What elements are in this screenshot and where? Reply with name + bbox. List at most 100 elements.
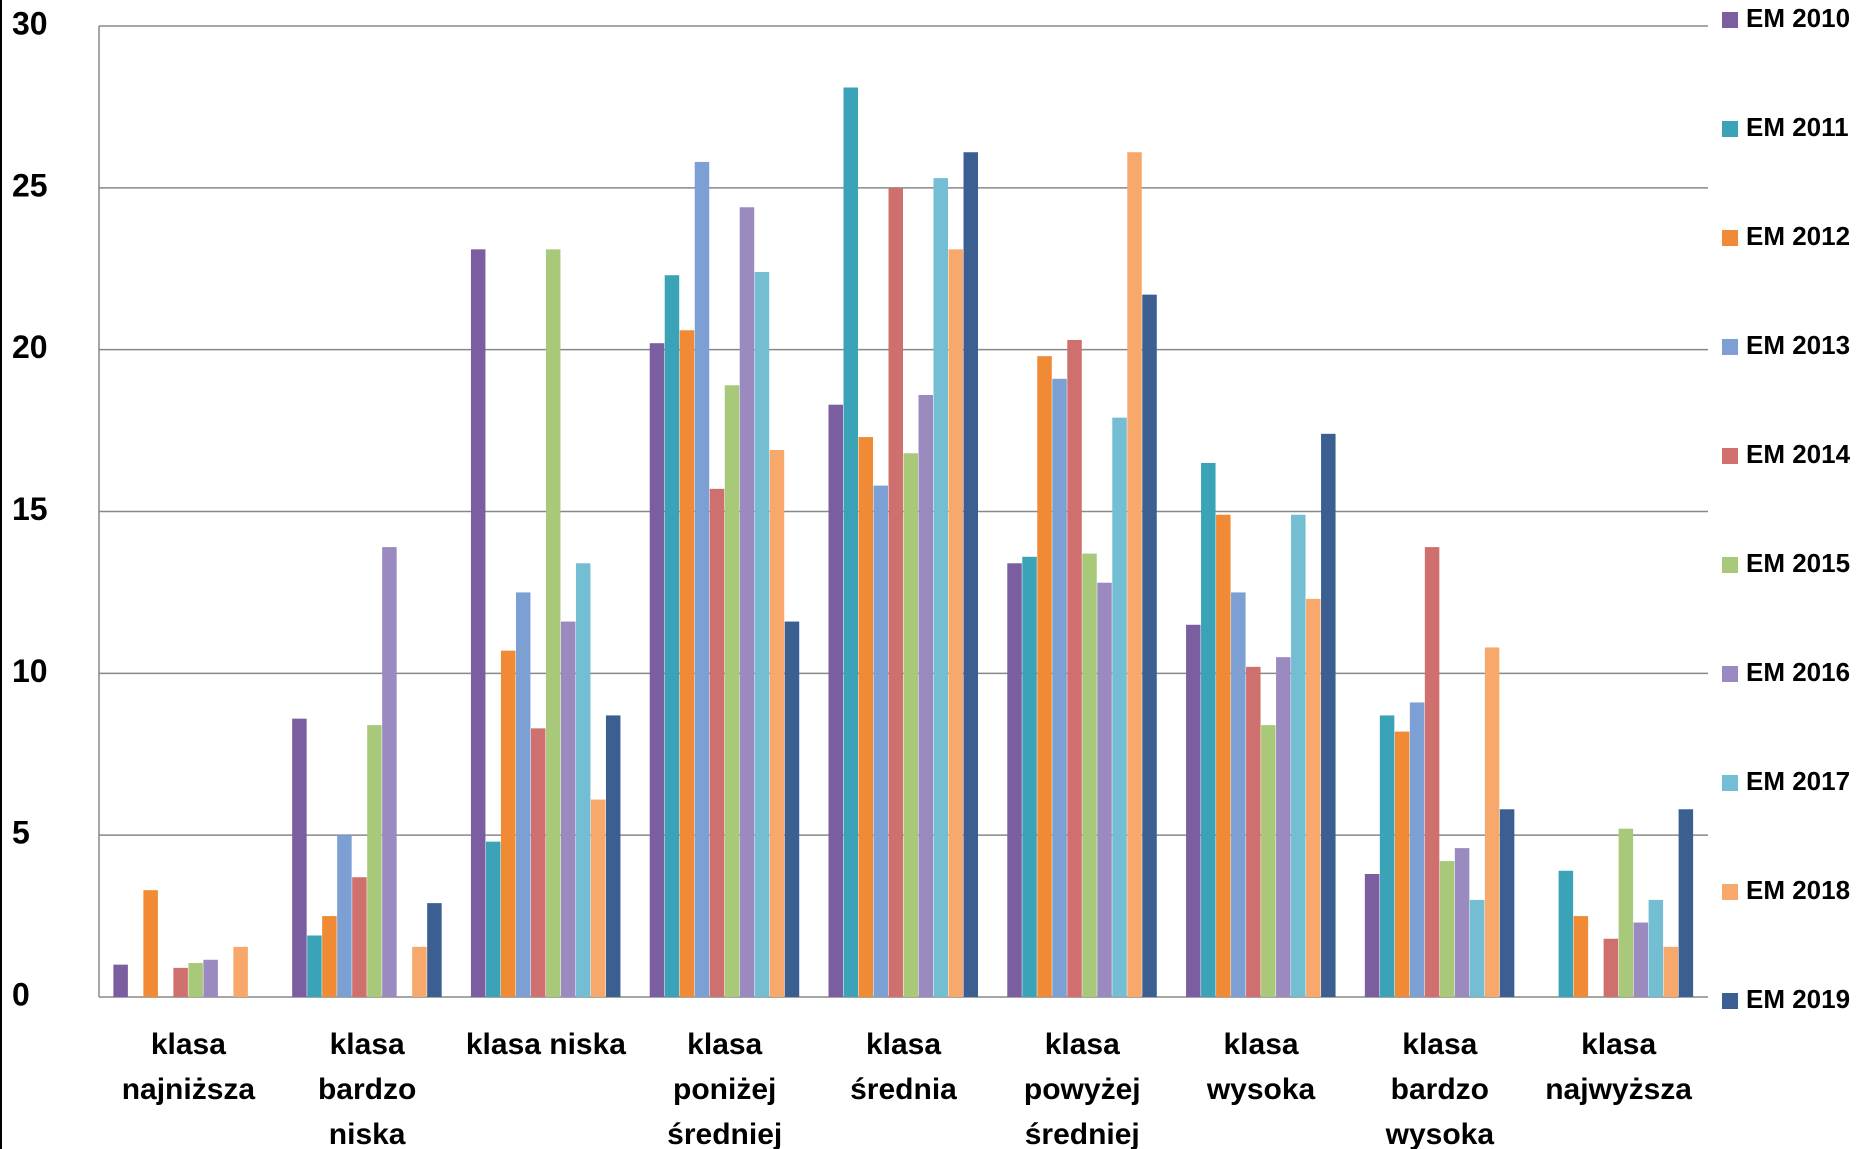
bar [1321,434,1336,997]
legend-label: EM 2015 [1746,548,1850,578]
bar [934,178,949,997]
bar [889,188,904,997]
bar [859,437,874,997]
bar [188,963,203,997]
bar [1365,874,1380,997]
bar [1679,809,1694,997]
bar [606,715,621,997]
bar [292,719,307,997]
x-tick-label: klasa bardzo wysoka [1352,1022,1527,1149]
bar [1007,563,1022,997]
bar [1067,340,1082,997]
legend-label: EM 2017 [1746,766,1850,796]
bar [1470,900,1485,997]
bar [1246,667,1261,997]
legend-swatch [1722,557,1738,573]
x-tick-label: klasa powyżej średniej [995,1022,1170,1149]
bar [680,330,695,997]
bar [501,651,516,997]
legend-swatch [1722,666,1738,682]
bar [1574,916,1589,997]
bar [546,249,561,997]
y-tick-label: 25 [12,167,48,203]
bar [1261,725,1276,997]
legend-label: EM 2018 [1746,875,1850,905]
bar [1649,900,1664,997]
bar [1306,599,1321,997]
chart-svg: 051015202530EM 2010EM 2011EM 2012EM 2013… [0,0,1876,1149]
bar [844,87,859,997]
bar [770,450,785,997]
y-tick-label: 10 [12,653,48,689]
bar [904,453,919,997]
bar [1052,379,1067,997]
legend-label: EM 2012 [1746,221,1850,251]
chart: 051015202530EM 2010EM 2011EM 2012EM 2013… [0,0,1876,1149]
bar [695,162,710,997]
bar [1485,647,1500,997]
bar [710,489,725,997]
bar [755,272,770,997]
x-tick-label: klasa bardzo niska [280,1022,455,1149]
bar [203,960,218,997]
bar [1127,152,1142,997]
bar [531,728,546,997]
bar [1395,732,1410,997]
bar [650,343,665,997]
bar [1082,554,1097,997]
bar [173,968,188,997]
x-tick-label: klasa najwyższa [1531,1022,1706,1112]
bar [964,152,979,997]
legend-label: EM 2019 [1746,984,1850,1014]
legend-label: EM 2014 [1746,439,1851,469]
bar [591,800,606,997]
bar [1216,515,1231,997]
bar [382,547,397,997]
x-tick-label: klasa najniższa [101,1022,276,1112]
bar [322,916,337,997]
legend-label: EM 2013 [1746,330,1850,360]
legend-swatch [1722,775,1738,791]
bar [143,890,158,997]
bar [412,947,427,997]
bar [1664,947,1679,997]
legend-swatch [1722,993,1738,1009]
bar [1604,939,1619,997]
x-tick-label: klasa średnia [816,1022,991,1112]
legend-label: EM 2016 [1746,657,1850,687]
bar [1097,583,1112,997]
bar [1410,702,1425,997]
bar [516,592,531,997]
bar [1291,515,1306,997]
bar [1440,861,1455,997]
bar [337,835,352,997]
bar [919,395,934,997]
bar [1559,871,1574,997]
legend-swatch [1722,121,1738,137]
bar [1037,356,1052,997]
y-tick-label: 15 [12,491,48,527]
x-tick-label: klasa wysoka [1174,1022,1349,1112]
y-tick-label: 30 [12,5,48,41]
bar [307,936,322,997]
legend-swatch [1722,12,1738,28]
bar [561,622,576,997]
bar [486,842,501,997]
bar [1619,829,1634,997]
y-tick-label: 0 [12,976,30,1012]
bar [829,405,844,997]
legend-swatch [1722,884,1738,900]
bar [427,903,442,997]
y-tick-label: 5 [12,815,30,851]
bar [1380,715,1395,997]
x-tick-label: klasa poniżej średniej [637,1022,812,1149]
legend-swatch [1722,448,1738,464]
bar [740,207,755,997]
bar [1634,923,1649,997]
bar [1186,625,1201,997]
bar [725,385,740,997]
legend-label: EM 2011 [1746,112,1849,142]
bar [1201,463,1216,997]
bar [1276,657,1291,997]
bar [576,563,591,997]
